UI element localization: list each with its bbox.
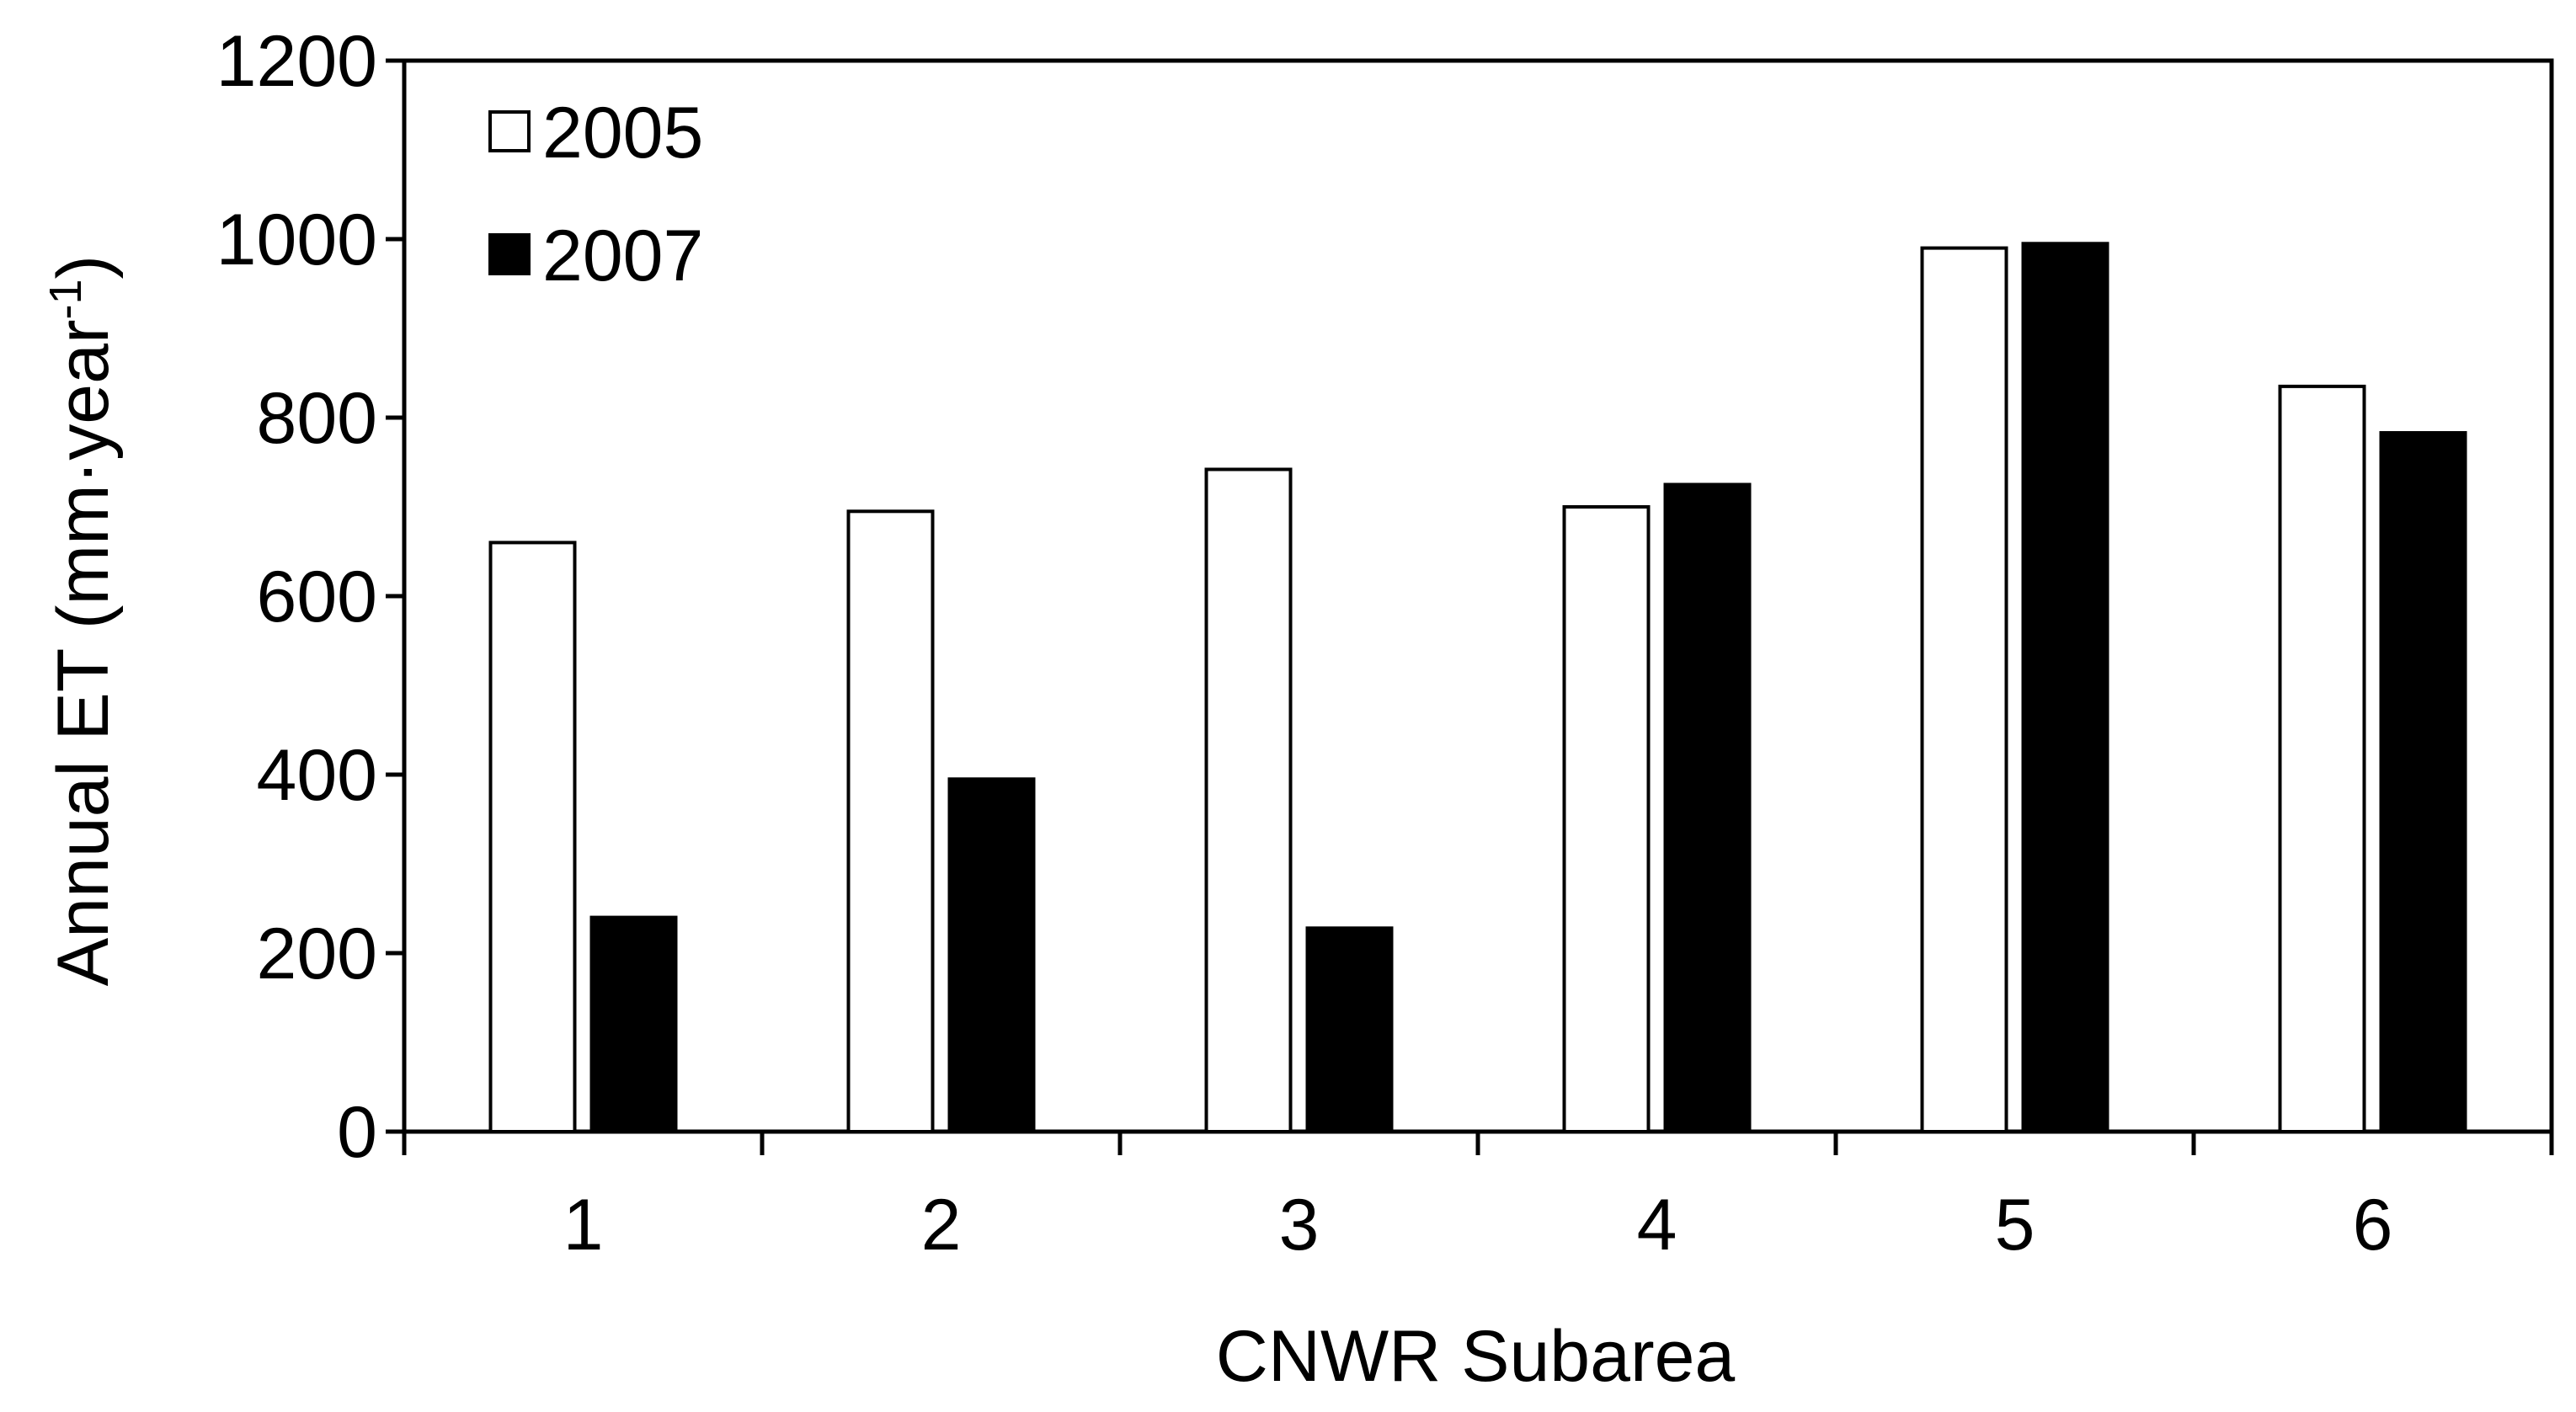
x-tick-label: 3 [1279, 1185, 1320, 1265]
y-tick-label: 200 [257, 914, 378, 994]
bar-2005-4 [1562, 505, 1651, 1133]
y-tick-label: 800 [257, 378, 378, 459]
legend-label-2007: 2007 [542, 216, 703, 296]
y-tick-label: 1000 [216, 200, 377, 280]
x-tick-label: 2 [921, 1185, 962, 1265]
legend-swatch-2007 [488, 233, 531, 275]
bar-2007-6 [2379, 431, 2467, 1133]
y-axis-label-suffix: ) [43, 255, 124, 280]
x-tick-label: 4 [1637, 1185, 1677, 1265]
bar-2007-5 [2021, 242, 2109, 1133]
bar-2005-6 [2278, 384, 2366, 1133]
bar-2005-3 [1204, 467, 1293, 1133]
y-tick-label: 400 [257, 735, 378, 816]
x-tick-label: 6 [2353, 1185, 2393, 1265]
bar-2005-1 [488, 541, 577, 1133]
bar-2007-1 [589, 915, 678, 1133]
x-axis-label: CNWR Subarea [1216, 1316, 1736, 1397]
y-axis-label-superscript: -1 [40, 279, 91, 319]
y-axis-label: Annual ET (mm·year-1) [40, 255, 124, 986]
bar-2005-2 [846, 509, 935, 1133]
legend: 2005 2007 [488, 93, 703, 296]
bar-2007-2 [947, 777, 1036, 1133]
y-tick-label: 600 [257, 557, 378, 637]
bar-2005-5 [1920, 246, 2008, 1134]
x-tick-label: 1 [563, 1185, 604, 1265]
y-tick-label: 0 [337, 1092, 377, 1173]
x-tick-label: 5 [1995, 1185, 2035, 1265]
bar-2007-4 [1663, 482, 1752, 1133]
bar-2007-3 [1305, 926, 1394, 1133]
plot-frame [402, 58, 2554, 1134]
y-tick-label: 1200 [216, 21, 377, 102]
legend-swatch-2005 [488, 110, 531, 152]
legend-label-2005: 2005 [542, 93, 703, 173]
